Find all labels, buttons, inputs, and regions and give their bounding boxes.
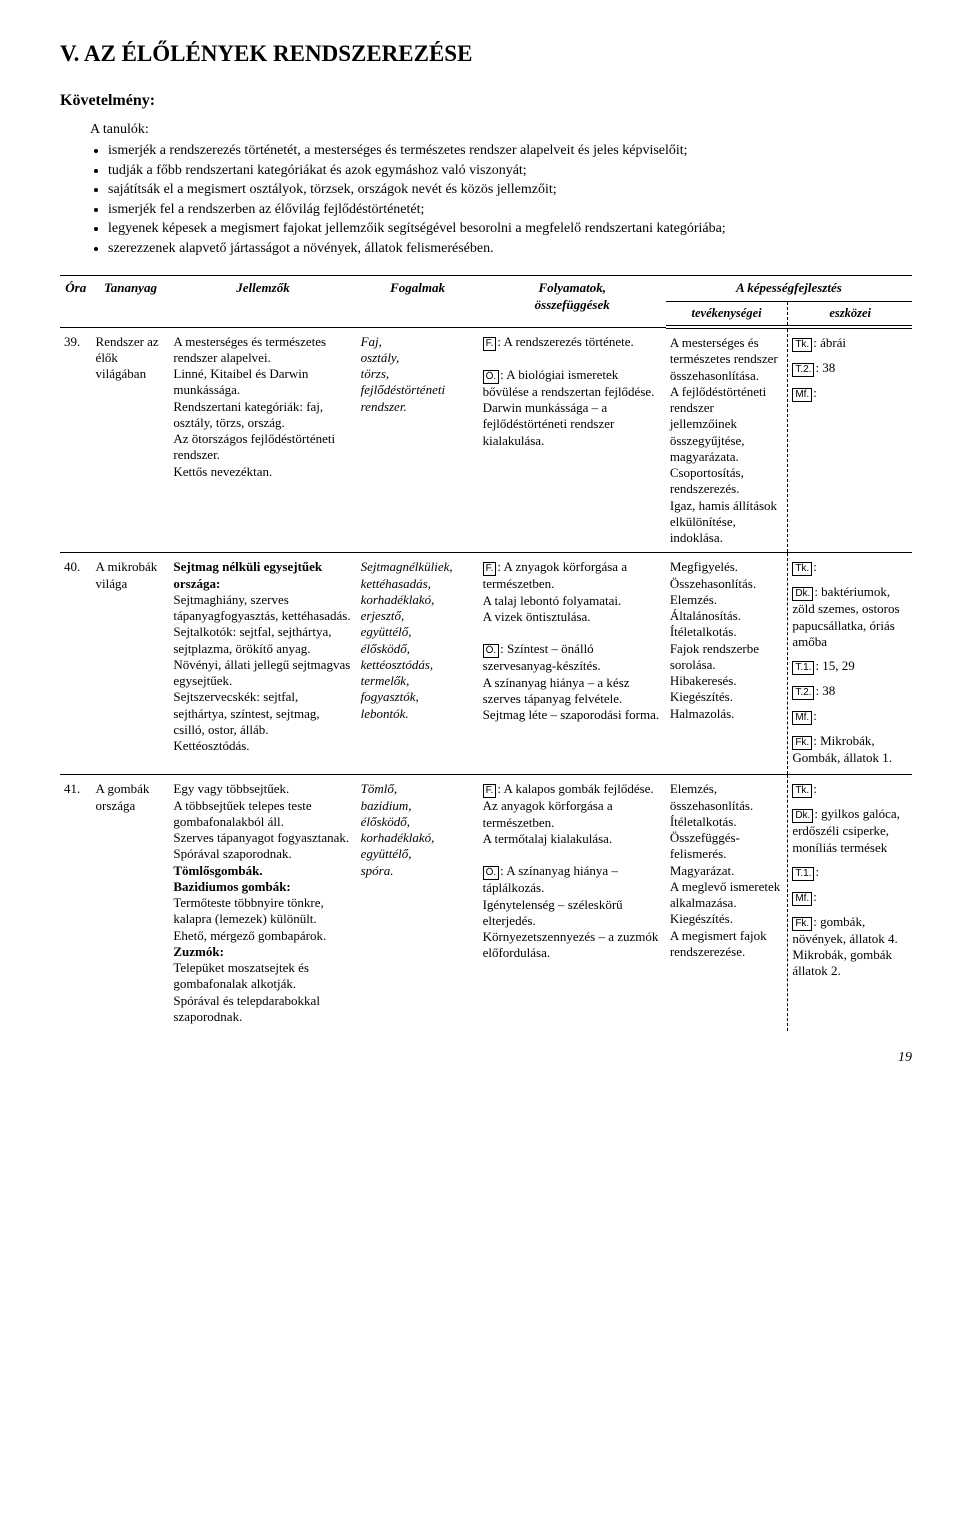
ref-tag: Mf. — [792, 711, 812, 725]
intro-list: ismerjék a rendszerezés történetét, a me… — [90, 142, 912, 257]
ref-tag: F. — [483, 337, 497, 351]
ref-tag: Tk. — [792, 562, 812, 576]
ref-tag: T.2. — [792, 686, 814, 700]
ref-tag: F. — [483, 562, 497, 576]
page-number: 19 — [60, 1049, 912, 1067]
ref-tag: T.1. — [792, 867, 814, 881]
cell-jellemzok: Sejtmag nélküli egysejtűek országa:Sejtm… — [169, 553, 356, 775]
cell-tananyag: A gombák országa — [92, 775, 170, 1031]
ref-tag: Mf. — [792, 892, 812, 906]
cell-jellemzok: A mesterséges és természetes rendszer al… — [169, 327, 356, 553]
th-jellemzok: Jellemzők — [169, 276, 356, 327]
th-tev: tevékenységei — [666, 301, 788, 327]
curriculum-table: Óra Tananyag Jellemzők Fogalmak Folyamat… — [60, 275, 912, 1031]
cell-eszkozei: Tk.: ábráiT.2.: 38Mf.: — [788, 327, 912, 553]
ref-tag: Ö. — [483, 370, 500, 384]
cell-tananyag: A mikrobák világa — [92, 553, 170, 775]
cell-folyamatok: F.: A znyagok körforgása a természetben.… — [479, 553, 666, 775]
cell-eszkozei: Tk.:Dk.: baktériumok, zöld szemes, ostor… — [788, 553, 912, 775]
intro-block: A tanulók: ismerjék a rendszerezés törté… — [90, 121, 912, 258]
ref-tag: Ö. — [483, 644, 500, 658]
intro-lead: A tanulók: — [90, 121, 912, 139]
ref-tag: Ö. — [483, 866, 500, 880]
ref-tag: Dk. — [792, 809, 813, 823]
ref-tag: Mf. — [792, 388, 812, 402]
page-title: V. AZ ÉLŐLÉNYEK RENDSZEREZÉSE — [60, 40, 912, 69]
th-folyamatok: Folyamatok, összefüggések — [479, 276, 666, 327]
th-fogalmak: Fogalmak — [357, 276, 479, 327]
cell-tananyag: Rendszer az élők világában — [92, 327, 170, 553]
cell-tevekenysegei: Megfigyelés.Összehasonlítás.Elemzés.Álta… — [666, 553, 788, 775]
th-tananyag: Tananyag — [92, 276, 170, 327]
ref-tag: Dk. — [792, 587, 813, 601]
ref-tag: F. — [483, 784, 497, 798]
intro-item: ismerjék fel a rendszerben az élővilág f… — [108, 201, 912, 219]
ref-tag: T.2. — [792, 363, 814, 377]
cell-ora: 40. — [60, 553, 92, 775]
cell-fogalmak: Faj,osztály,törzs,fejlődéstörténeti rend… — [357, 327, 479, 553]
intro-item: tudják a főbb rendszertani kategóriákat … — [108, 162, 912, 180]
cell-ora: 41. — [60, 775, 92, 1031]
intro-item: sajátítsák el a megismert osztályok, tör… — [108, 181, 912, 199]
intro-item: legyenek képesek a megismert fajokat jel… — [108, 220, 912, 238]
cell-ora: 39. — [60, 327, 92, 553]
ref-tag: Tk. — [792, 784, 812, 798]
cell-folyamatok: F.: A rendszerezés története.Ö.: A bioló… — [479, 327, 666, 553]
intro-item: ismerjék a rendszerezés történetét, a me… — [108, 142, 912, 160]
cell-fogalmak: Sejtmagnélküliek,kettéhasadás,korhadékla… — [357, 553, 479, 775]
th-esz: eszközei — [788, 301, 912, 327]
requirements-heading: Követelmény: — [60, 91, 912, 111]
ref-tag: T.1. — [792, 661, 814, 675]
ref-tag: Fk. — [792, 736, 812, 750]
cell-tevekenysegei: Elemzés, összehasonlítás.Ítéletalkotás.Ö… — [666, 775, 788, 1031]
cell-tevekenysegei: A mesterséges és természetes rendszer ös… — [666, 327, 788, 553]
cell-folyamatok: F.: A kalapos gombák fejlődése.Az anyago… — [479, 775, 666, 1031]
ref-tag: Tk. — [792, 338, 812, 352]
cell-jellemzok: Egy vagy többsejtűek.A többsejtűek telep… — [169, 775, 356, 1031]
table-row: 39.Rendszer az élők világábanA mesterség… — [60, 327, 912, 553]
cell-eszkozei: Tk.:Dk.: gyilkos galóca, erdőszéli csipe… — [788, 775, 912, 1031]
intro-item: szerezzenek alapvető jártasságot a növén… — [108, 240, 912, 258]
cell-fogalmak: Tömlő,bazidium,élősködő,korhadéklakó,egy… — [357, 775, 479, 1031]
table-row: 41.A gombák országaEgy vagy többsejtűek.… — [60, 775, 912, 1031]
ref-tag: Fk. — [792, 917, 812, 931]
th-ora: Óra — [60, 276, 92, 327]
th-kepesseg: A képességfejlesztés — [666, 276, 912, 301]
table-row: 40.A mikrobák világaSejtmag nélküli egys… — [60, 553, 912, 775]
